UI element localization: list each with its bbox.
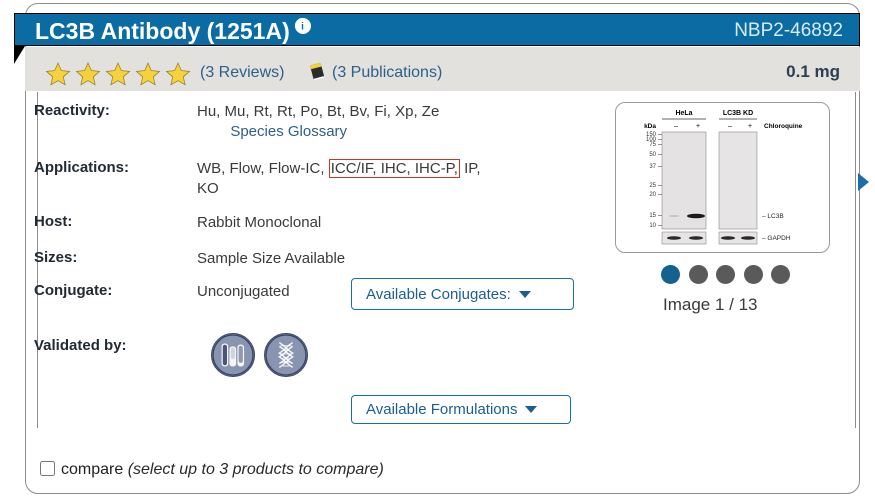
svg-text:HeLa: HeLa [675,110,692,117]
svg-text:75: 75 [649,142,656,148]
svg-text:– LC3B: – LC3B [762,213,784,220]
svg-text:10: 10 [649,223,656,229]
svg-text:+: + [696,123,700,130]
svg-text:–: – [674,123,678,130]
svg-text:50: 50 [649,152,656,158]
svg-text:37: 37 [649,164,656,170]
svg-text:25: 25 [649,183,656,189]
svg-text:– GAPDH: – GAPDH [762,235,791,242]
svg-text:20: 20 [649,192,656,198]
svg-text:15: 15 [649,213,656,219]
svg-text:kDa: kDa [644,123,656,130]
svg-text:–: – [728,123,732,130]
svg-text:Chloroquine: Chloroquine [764,123,803,130]
svg-text:i: i [301,22,304,33]
svg-text:LC3B KD: LC3B KD [723,110,753,117]
svg-text:+: + [748,123,752,130]
